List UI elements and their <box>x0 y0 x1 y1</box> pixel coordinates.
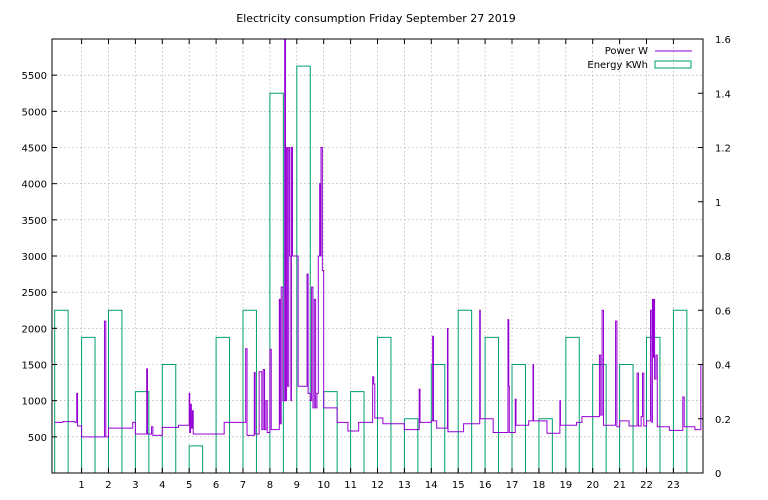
y-tick-label-right: 1.6 <box>715 35 731 46</box>
y-tick-label-left: 3000 <box>22 252 47 263</box>
power-line-group <box>54 39 702 438</box>
x-tick-label: 19 <box>559 480 572 491</box>
grid <box>52 39 703 473</box>
x-tick-label: 22 <box>640 480 653 491</box>
x-tick-label: 23 <box>667 480 680 491</box>
y-tick-label-left: 3500 <box>22 216 47 227</box>
y-tick-label-right: 1.4 <box>715 89 731 100</box>
x-tick-label: 17 <box>506 480 519 491</box>
legend-label-power: Power W <box>605 46 648 57</box>
y-tick-label-left: 2000 <box>22 324 47 335</box>
x-tick-label: 10 <box>317 480 330 491</box>
y-axis-right: 0 0.2 0.4 0.6 0.8 1 1.2 1.4 1.6 <box>698 35 731 480</box>
legend-label-energy: Energy KWh <box>587 60 648 71</box>
y-tick-label-left: 1000 <box>22 397 47 408</box>
y-tick-label-right: 0.4 <box>715 361 731 372</box>
legend-swatch-energy <box>654 60 692 69</box>
x-tick-label: 21 <box>613 480 626 491</box>
y-tick-label-left: 500 <box>28 433 47 444</box>
x-tick-label: 12 <box>371 480 384 491</box>
y-tick-label-right: 0.2 <box>715 415 731 426</box>
y-tick-label-left: 5500 <box>22 71 47 82</box>
x-tick-label: 3 <box>132 480 138 491</box>
x-tick-label: 4 <box>159 480 165 491</box>
y-tick-label-left: 2500 <box>22 288 47 299</box>
x-tick-label: 14 <box>425 480 438 491</box>
x-tick-label: 5 <box>186 480 192 491</box>
x-tick-label: 2 <box>105 480 111 491</box>
x-tick-label: 9 <box>294 480 300 491</box>
power-line <box>54 39 702 438</box>
x-tick-label: 18 <box>533 480 546 491</box>
y-axis-left: 500 1000 1500 2000 2500 3000 3500 4000 4500 5000 5… <box>22 71 57 444</box>
y-tick-label-right: 0.8 <box>715 252 731 263</box>
legend: Power W Energy KWh <box>587 46 692 71</box>
x-tick-label: 15 <box>452 480 465 491</box>
y-tick-label-left: 5000 <box>22 107 47 118</box>
y-tick-label-left: 1500 <box>22 361 47 372</box>
x-tick-label: 6 <box>213 480 219 491</box>
x-tick-label: 7 <box>240 480 246 491</box>
y-tick-label-left: 4000 <box>22 180 47 191</box>
chart-title: Electricity consumption Friday September… <box>236 12 515 25</box>
x-tick-label: 1 <box>78 480 84 491</box>
y-tick-label-right: 0.6 <box>715 306 731 317</box>
x-tick-label: 16 <box>479 480 492 491</box>
x-tick-label: 20 <box>586 480 599 491</box>
y-tick-label-right: 1 <box>715 198 721 209</box>
y-tick-label-right: 0 <box>715 469 721 480</box>
y-tick-label-right: 1.2 <box>715 144 731 155</box>
x-axis: 1 2 3 4 5 6 7 8 9 10 11 12 13 14 15 16 17 18 19 20 21 22 23 <box>78 39 680 491</box>
y-tick-label-left: 4500 <box>22 144 47 155</box>
x-tick-label: 11 <box>344 480 357 491</box>
x-tick-label: 13 <box>398 480 411 491</box>
x-tick-label: 8 <box>267 480 273 491</box>
